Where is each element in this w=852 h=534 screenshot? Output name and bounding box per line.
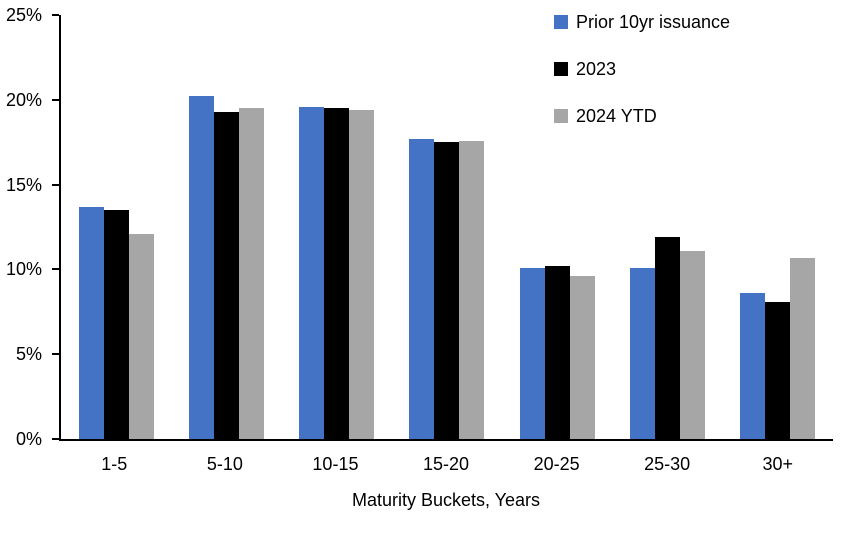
legend-item: 2023 [554,60,730,78]
y-tick-label: 20% [5,89,42,110]
x-axis-labels: 1-5 5-10 10-15 15-20 20-25 25-30 30+ [59,454,833,474]
bar [103,210,129,439]
x-tick-label: 15-20 [423,454,470,474]
bar-group-15-20 [392,15,502,439]
bar [519,267,545,439]
y-tick-mark [52,14,59,16]
y-tick-label: 10% [5,259,42,280]
bar [128,233,154,439]
y-tick-mark [52,438,59,440]
y-tick-label: 15% [5,174,42,195]
plot-area [59,15,833,441]
bar [655,237,681,439]
x-tick-label: 30+ [762,454,794,474]
bar [790,257,816,439]
bar [324,108,350,439]
bar-group-30+ [723,15,833,439]
x-tick-label: 20-25 [533,454,580,474]
y-tick-label: 5% [15,344,42,365]
legend-label: Prior 10yr issuance [576,12,731,32]
bar [238,108,264,439]
y-tick-label: 0% [15,429,42,449]
bar [459,140,485,439]
bar [349,109,375,439]
legend-swatch-icon [554,62,568,76]
bar [680,250,706,439]
bar [188,96,214,439]
y-tick-mark [52,183,59,186]
x-tick-label: 10-15 [312,454,359,474]
legend-item: 2024 YTD [554,107,730,125]
legend-label: 2023 [576,59,617,79]
y-tick-label: 25% [5,5,42,25]
y-tick-mark [52,353,59,356]
bar [740,293,766,439]
bar [409,138,435,439]
bar-group-20-25 [502,15,612,439]
legend-swatch-icon [554,15,568,29]
bar-group-5-10 [171,15,281,439]
x-tick-label: 1-5 [101,454,128,474]
bar [630,267,656,439]
bar [544,266,570,439]
bar [434,142,460,439]
x-tick-label: 5-10 [206,454,243,474]
bar [213,111,239,439]
bar-group-1-5 [61,15,171,439]
bar [78,206,104,439]
bar [299,106,325,439]
y-tick-mark [52,268,59,271]
legend-item: Prior 10yr issuance [554,13,730,31]
y-tick-mark [52,98,59,101]
legend: Prior 10yr issuance 2023 2024 YTD [554,13,730,154]
x-tick-label: 25-30 [644,454,691,474]
x-axis-title: Maturity Buckets, Years [351,490,541,510]
legend-label: 2024 YTD [576,106,657,126]
bar-group-25-30 [612,15,722,439]
legend-swatch-icon [554,109,568,123]
bar-group-10-15 [282,15,392,439]
bar [765,301,791,439]
bar [569,276,595,439]
